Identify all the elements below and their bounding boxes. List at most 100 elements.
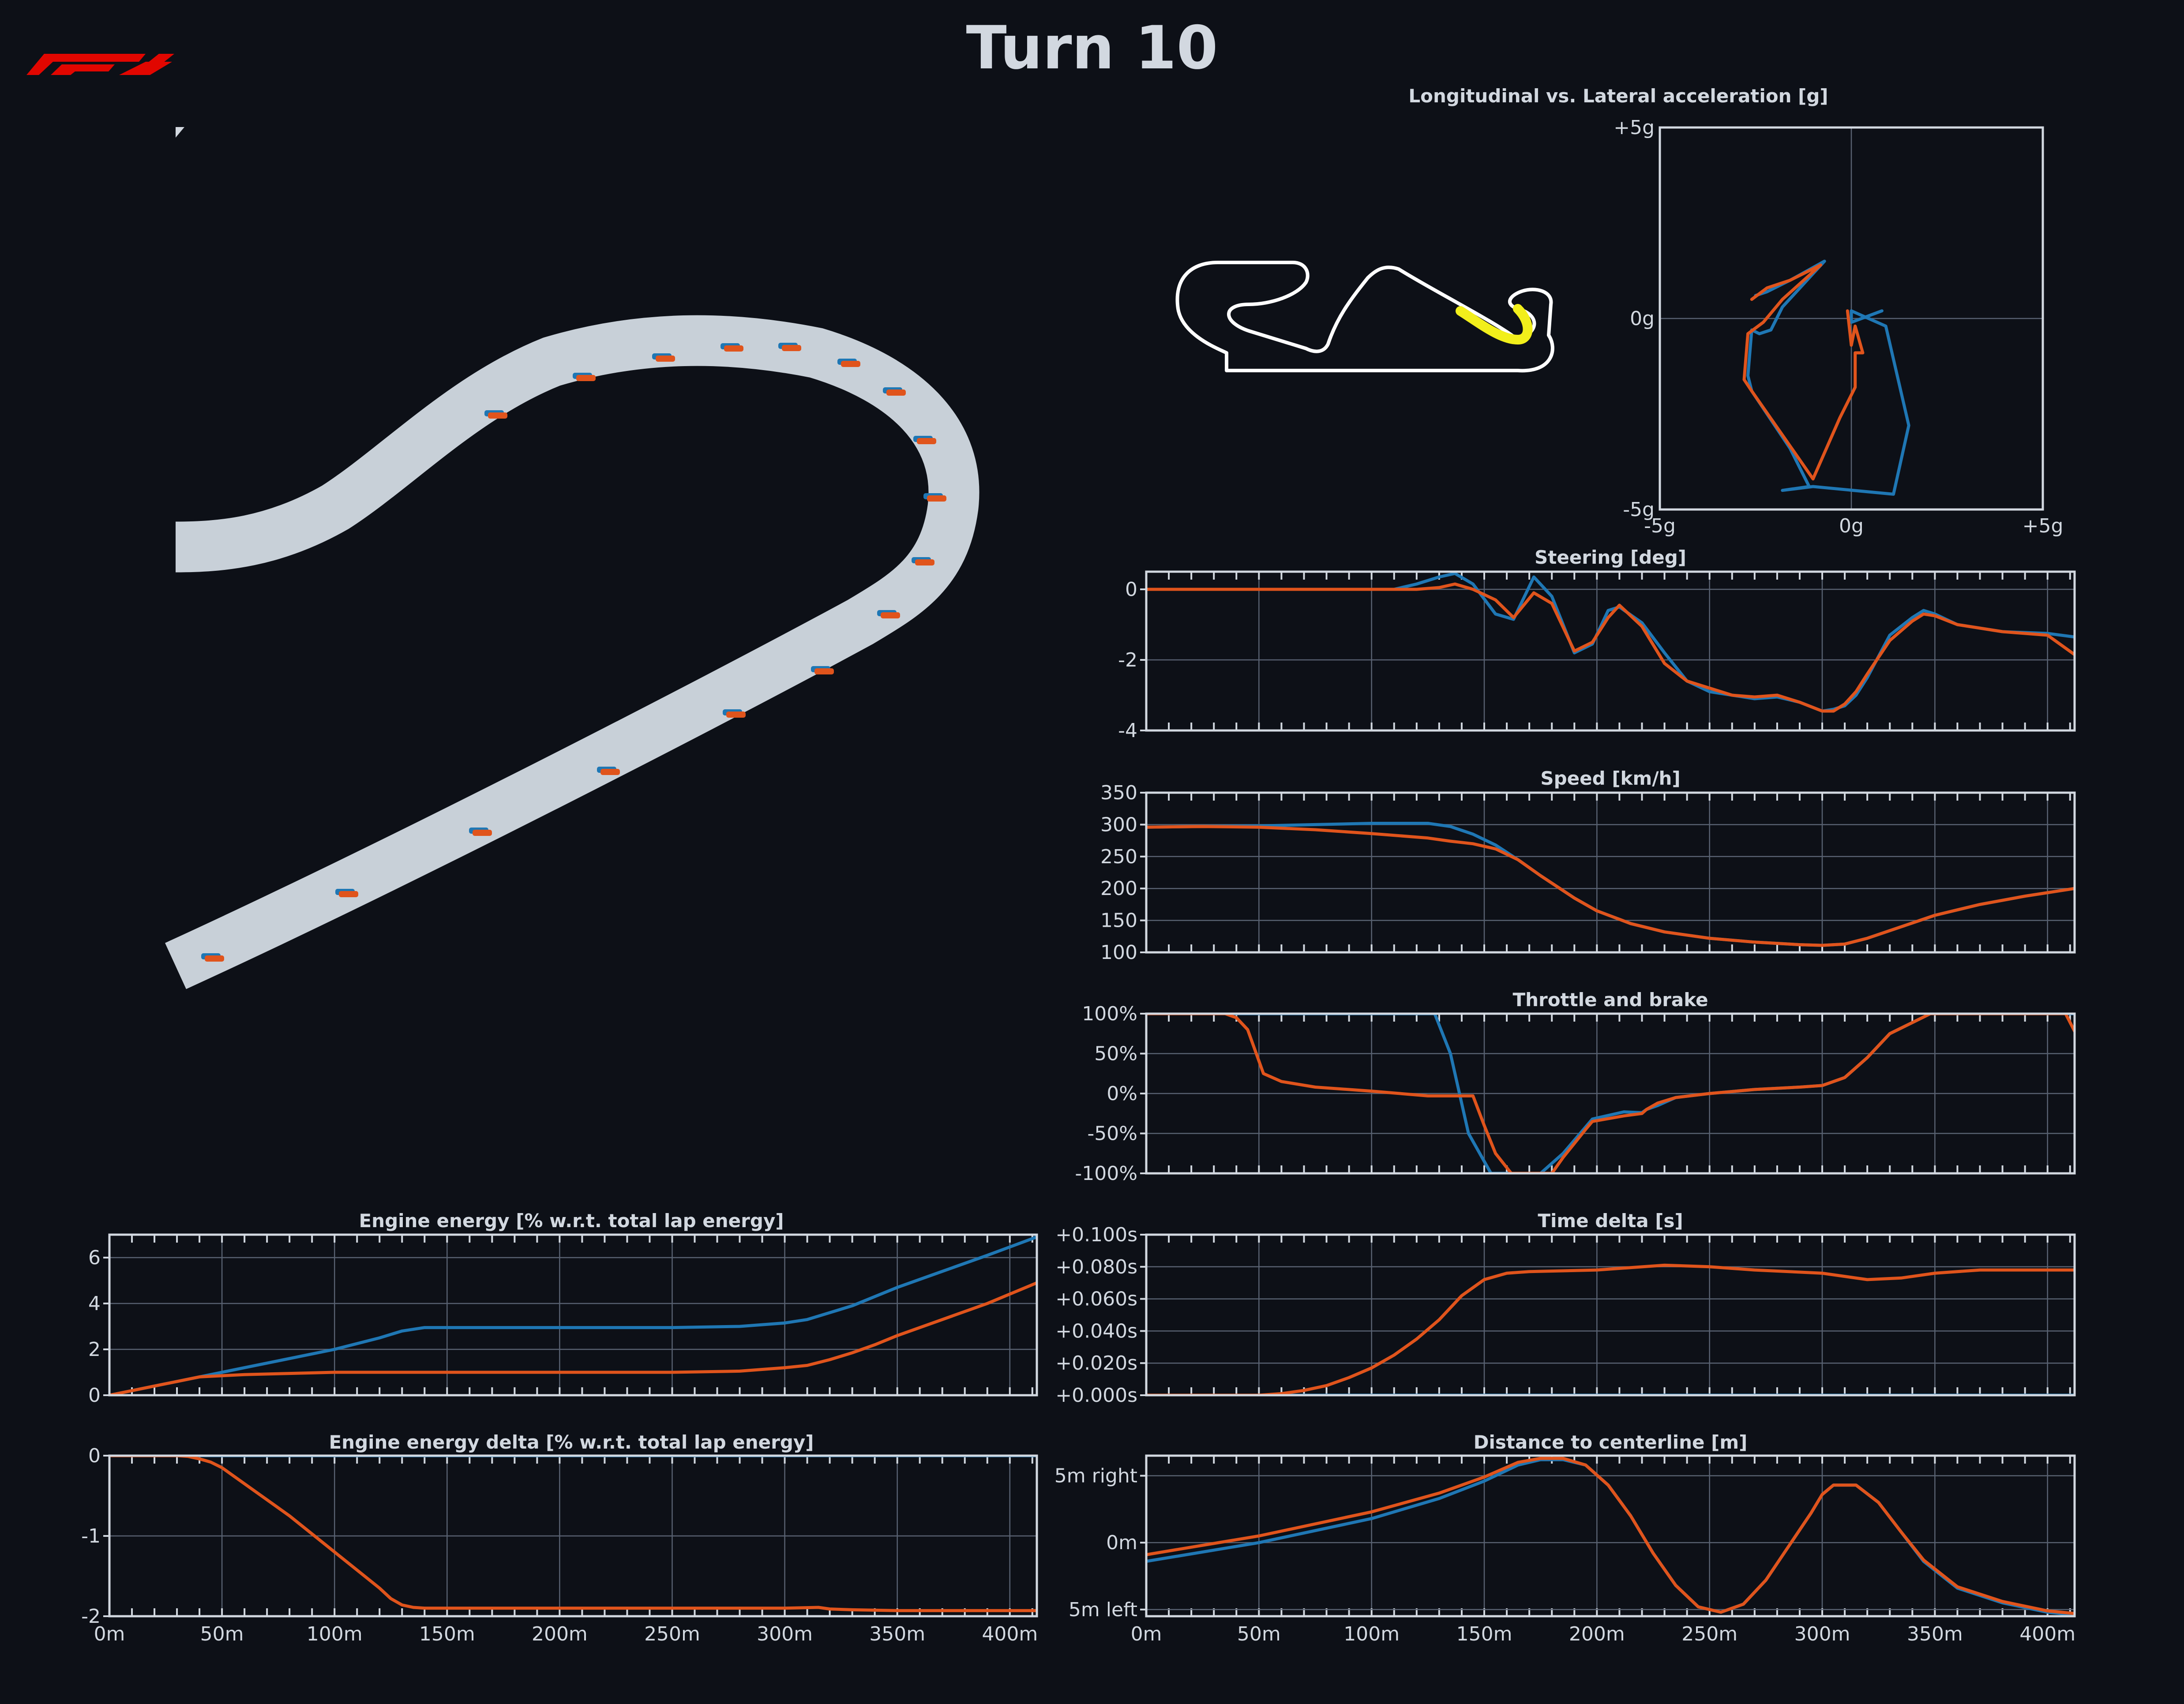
car-marker-b: [927, 495, 946, 502]
series-line-orange: [1742, 263, 1865, 481]
chart-title: Speed [km/h]: [1540, 768, 1680, 789]
car-marker: [573, 373, 596, 381]
car-marker: [837, 359, 860, 367]
gg-chart: Longitudinal vs. Lateral acceleration [g…: [1408, 85, 2063, 537]
time-delta-chart: Time delta [s] +0.100s +0.080s +0.060s +0.04…: [1055, 1210, 2076, 1407]
car-marker: [913, 436, 936, 444]
y-tick-label: 6: [88, 1247, 101, 1269]
chart-title: Throttle and brake: [1512, 989, 1708, 1011]
x-tick-label: 50m: [200, 1623, 244, 1645]
y-tick-label: 5m right: [1054, 1465, 1137, 1487]
car-marker: [597, 767, 620, 775]
chart-title: Time delta [s]: [1538, 1210, 1683, 1232]
series-line-orange: [1146, 1014, 2075, 1173]
y-tick-label: +5g: [1614, 116, 1655, 139]
car-marker: [923, 493, 946, 502]
x-tick-label: 100m: [307, 1623, 363, 1645]
series-line-blue: [109, 1235, 1037, 1395]
y-tick-label: 0: [1125, 578, 1137, 601]
series-line-orange: [1146, 1457, 2075, 1615]
car-marker-b: [473, 830, 492, 836]
y-tick-label: 0m: [1106, 1532, 1137, 1554]
car-marker-b: [917, 438, 936, 444]
car-marker: [912, 557, 934, 566]
car-marker: [877, 610, 900, 618]
axis-frame: [1145, 1233, 2076, 1397]
car-marker-b: [600, 769, 620, 775]
y-tick-label: 300: [1100, 813, 1137, 836]
y-tick-label: 150: [1100, 910, 1137, 932]
speed-chart: Speed [km/h] 350 300 250 200 150 100: [1100, 768, 2076, 964]
x-tick-label: 300m: [757, 1623, 813, 1645]
x-tick-label: 350m: [869, 1623, 925, 1645]
y-tick-label: 0%: [1107, 1082, 1137, 1105]
car-marker-b: [656, 356, 675, 362]
y-tick-label: +0.100s: [1055, 1224, 1137, 1246]
y-tick-label: -4: [1118, 719, 1137, 742]
axis-frame: [1145, 1012, 2076, 1175]
series-line-orange: [1146, 582, 2075, 713]
car-marker-b: [841, 361, 860, 367]
f1-logo: [26, 54, 174, 75]
throttle-chart: Throttle and brake 100% 50% 0% -50% -100%: [1075, 989, 2076, 1185]
y-tick-label: +0.080s: [1055, 1256, 1137, 1278]
circuit-outline: [1175, 261, 1554, 373]
engine-energy-chart: Engine energy [% w.r.t. total lap energy…: [88, 1210, 1038, 1407]
axis-frame: [108, 1233, 1038, 1397]
y-tick-label: 100: [1100, 941, 1137, 964]
car-marker: [723, 709, 746, 718]
car-marker-b: [339, 891, 358, 897]
axis-frame: [1145, 791, 2076, 954]
x-tick-label: 200m: [532, 1623, 588, 1645]
car-marker-b: [881, 612, 900, 618]
car-marker: [720, 343, 743, 352]
y-tick-label: +0.060s: [1055, 1288, 1137, 1311]
chart-title: Longitudinal vs. Lateral acceleration [g…: [1408, 85, 1828, 107]
series-line-orange: [1146, 825, 2075, 947]
y-tick-label: 100%: [1082, 1003, 1137, 1025]
x-tick-label: 150m: [419, 1623, 475, 1645]
series-line-blue: [1146, 572, 2075, 713]
chart-title: Distance to centerline [m]: [1474, 1431, 1748, 1453]
x-tick-label: -5g: [1644, 515, 1676, 537]
x-tick-label: 0m: [94, 1623, 125, 1645]
page-title: Turn 10: [966, 13, 1218, 82]
car-marker-b: [576, 375, 596, 381]
x-tick-label: 0m: [1131, 1623, 1162, 1645]
y-tick-label: 350: [1100, 782, 1137, 804]
car-marker: [883, 387, 906, 396]
y-tick-label: +0.040s: [1055, 1320, 1137, 1342]
y-tick-label: -2: [81, 1605, 101, 1628]
x-tick-label: +5g: [2023, 515, 2064, 537]
car-marker: [469, 828, 492, 836]
track-surface: [165, 315, 979, 989]
car-marker-b: [205, 955, 224, 962]
y-tick-label: -50%: [1087, 1123, 1137, 1145]
circuit-minimap: [1175, 261, 1554, 373]
chart-title: Engine energy [% w.r.t. total lap energy…: [359, 1210, 784, 1232]
car-marker-b: [726, 712, 746, 718]
turn-highlight: [1456, 304, 1533, 345]
car-marker-b: [724, 345, 743, 352]
x-tick-label: 200m: [1569, 1623, 1625, 1645]
axis-frame: [1145, 570, 2076, 732]
car-marker: [811, 666, 834, 674]
car-marker: [484, 410, 507, 419]
y-tick-label: 5m left: [1069, 1599, 1137, 1621]
chart-title: Engine energy delta [% w.r.t. total lap …: [329, 1431, 814, 1453]
y-tick-label: 250: [1100, 846, 1137, 868]
car-marker: [335, 889, 358, 897]
axis-frame: [1659, 126, 2044, 511]
car-marker-b: [814, 668, 834, 674]
x-tick-label: 300m: [1794, 1623, 1850, 1645]
x-tick-label: 250m: [1681, 1623, 1737, 1645]
corner-marker: [176, 127, 184, 138]
car-marker: [201, 953, 224, 962]
car-marker-b: [915, 559, 934, 566]
y-tick-label: +0.020s: [1055, 1352, 1137, 1374]
y-tick-label: 4: [88, 1292, 101, 1315]
chart-title: Steering [deg]: [1535, 547, 1686, 568]
car-marker: [652, 353, 675, 362]
engine-energy-delta-chart: Engine energy delta [% w.r.t. total lap …: [81, 1431, 1038, 1645]
